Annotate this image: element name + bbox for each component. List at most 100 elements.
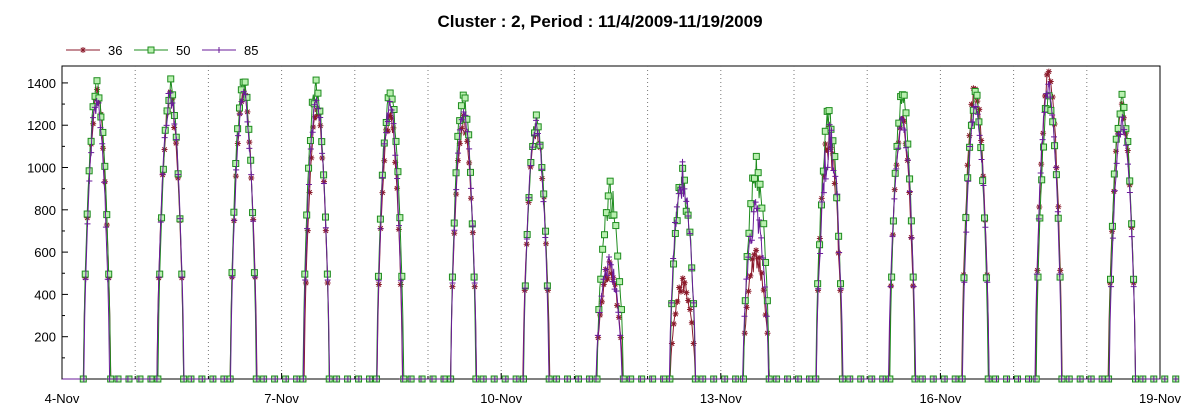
data-point [181, 376, 188, 382]
data-point [976, 106, 983, 113]
data-point [407, 376, 414, 382]
data-point [396, 214, 404, 222]
data-point [305, 181, 312, 188]
y-tick-label: 800 [34, 203, 56, 218]
data-point [1004, 376, 1011, 382]
data-point [1034, 273, 1042, 281]
data-point [670, 255, 677, 262]
data-point [973, 91, 981, 99]
data-point [169, 99, 176, 106]
data-point [747, 272, 754, 279]
data-point [887, 283, 894, 290]
data-point [377, 225, 384, 232]
data-point [668, 299, 675, 306]
data-point [677, 288, 684, 295]
data-point [670, 320, 677, 327]
data-point [91, 104, 98, 111]
data-point [1150, 376, 1157, 382]
data-point [326, 376, 333, 382]
data-point [980, 182, 987, 189]
y-tick-label: 1200 [27, 118, 56, 133]
data-point [626, 376, 633, 382]
data-point [904, 140, 912, 148]
data-point [458, 125, 465, 132]
data-point [394, 168, 402, 176]
data-point [847, 376, 854, 382]
data-point [832, 173, 839, 180]
data-point [648, 376, 655, 382]
data-point [666, 376, 673, 382]
data-point [216, 47, 222, 53]
data-point [828, 127, 835, 134]
data-point [457, 102, 465, 110]
data-point [889, 233, 896, 240]
data-point [1108, 222, 1116, 230]
data-point [753, 247, 760, 254]
data-point [553, 376, 560, 382]
data-point [540, 198, 547, 205]
data-point [83, 210, 91, 218]
data-point [765, 376, 772, 382]
data-point [394, 175, 401, 182]
data-point [311, 113, 318, 120]
data-point [739, 376, 746, 382]
data-point [1039, 136, 1046, 143]
data-point [90, 114, 97, 121]
data-point [1113, 160, 1120, 167]
data-point [979, 177, 987, 185]
data-point [86, 177, 93, 184]
data-point [1076, 376, 1083, 382]
data-point [392, 152, 399, 159]
data-point [888, 273, 896, 281]
data-point [85, 167, 93, 175]
data-point [1045, 81, 1052, 88]
data-point [462, 112, 469, 119]
data-point [451, 227, 458, 234]
data-point [637, 376, 644, 382]
data-point [520, 376, 527, 382]
data-point [756, 254, 763, 261]
data-point [453, 186, 460, 193]
data-point [760, 220, 768, 228]
data-point [398, 272, 406, 280]
data-point [783, 376, 790, 382]
data-point [975, 118, 983, 126]
data-point [236, 111, 243, 118]
data-point [1056, 271, 1063, 278]
data-point [397, 277, 404, 284]
data-point [675, 190, 682, 197]
data-point [101, 178, 108, 185]
data-point [1055, 203, 1062, 210]
data-point [821, 127, 829, 135]
data-point [673, 203, 680, 210]
data-point [473, 376, 480, 382]
data-point [752, 152, 760, 160]
data-point [612, 222, 620, 230]
data-point [466, 159, 473, 166]
data-point [460, 109, 467, 116]
data-point [237, 86, 245, 94]
data-point [754, 205, 761, 212]
data-point [1026, 376, 1033, 382]
data-point [93, 77, 101, 85]
data-point [1045, 68, 1052, 75]
data-point [613, 288, 620, 295]
data-point [602, 266, 609, 273]
x-tick-label: 10-Nov [480, 391, 522, 406]
data-point [373, 376, 380, 382]
data-point [80, 47, 86, 53]
data-point [534, 130, 541, 137]
data-point [893, 142, 901, 150]
data-point [614, 252, 622, 260]
data-point [895, 119, 903, 127]
data-point [221, 376, 228, 382]
data-point [399, 376, 406, 382]
plot-area [61, 65, 1161, 380]
data-point [920, 376, 926, 382]
data-point [302, 277, 309, 284]
data-point [447, 376, 454, 382]
data-point [227, 376, 234, 382]
data-point [762, 311, 769, 318]
data-point [1036, 214, 1044, 222]
data-point [320, 180, 327, 187]
